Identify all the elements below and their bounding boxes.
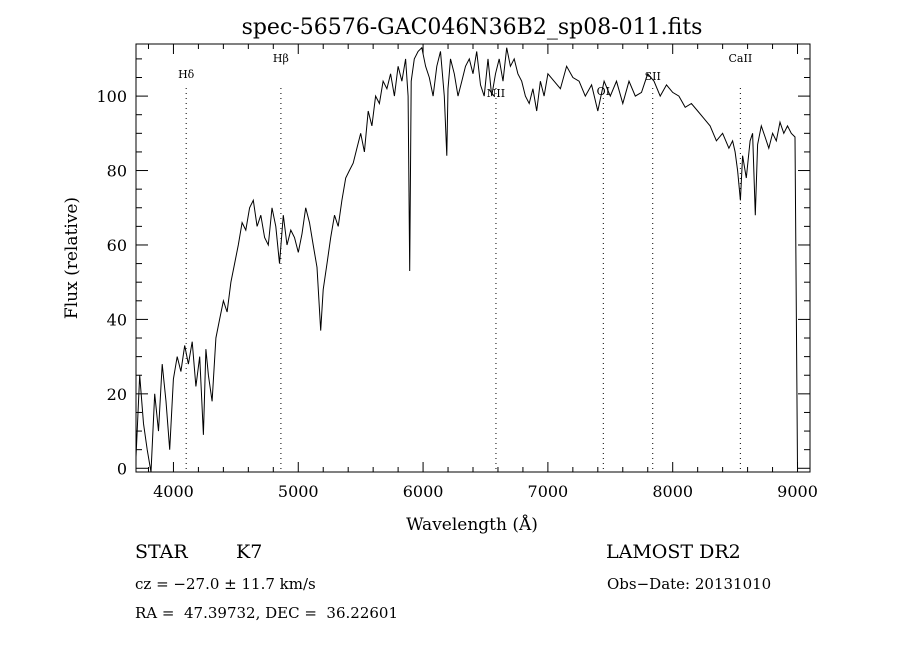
x-tick-label: 8000 bbox=[652, 482, 693, 501]
y-tick-label: 40 bbox=[107, 310, 127, 329]
object-subclass: K7 bbox=[236, 541, 263, 563]
spectrum-series-line bbox=[135, 46, 798, 473]
x-tick-label: 4000 bbox=[153, 482, 194, 501]
y-axis-label: Flux (relative) bbox=[62, 197, 82, 319]
y-tick-label: 60 bbox=[107, 236, 127, 255]
x-tick-label: 7000 bbox=[528, 482, 569, 501]
chart-title: spec-56576-GAC046N36B2_sp08-011.fits bbox=[242, 15, 703, 40]
spectral-line-label: SII bbox=[645, 70, 661, 83]
object-class: STAR bbox=[135, 541, 188, 563]
y-tick-label: 0 bbox=[117, 459, 127, 478]
x-tick-label: 9000 bbox=[777, 482, 818, 501]
plot-frame bbox=[135, 43, 811, 473]
coordinates: RA = 47.39732, DEC = 36.22601 bbox=[135, 604, 399, 622]
spectral-line-label: Hδ bbox=[178, 68, 195, 81]
axis-tick-labels: 4000 5000 6000 7000 8000 9000 0 20 40 60 80 100 bbox=[96, 87, 817, 501]
observation-date: Obs−Date: 20131010 bbox=[607, 575, 772, 593]
y-tick-label: 80 bbox=[107, 162, 127, 181]
spectral-line-markers bbox=[185, 88, 741, 472]
x-tick-label: 5000 bbox=[278, 482, 319, 501]
survey-name: LAMOST DR2 bbox=[606, 541, 741, 563]
y-tick-label: 20 bbox=[107, 385, 127, 404]
x-axis-label: Wavelength (Å) bbox=[406, 514, 538, 535]
spectral-line-label: Hβ bbox=[273, 52, 289, 65]
x-tick-label: 6000 bbox=[403, 482, 444, 501]
axis-ticks bbox=[136, 44, 810, 472]
redshift-cz: cz = −27.0 ± 11.7 km/s bbox=[135, 575, 316, 593]
y-tick-label: 100 bbox=[96, 87, 127, 106]
spectral-line-label: CaII bbox=[729, 52, 753, 65]
